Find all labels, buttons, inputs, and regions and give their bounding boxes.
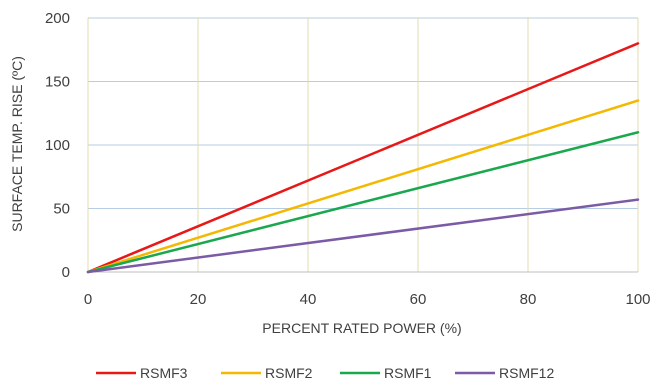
x-tick-label: 100 [625,291,650,308]
series-line-rsmf2 [86,99,640,274]
y-tick-label: 50 [53,201,70,218]
legend: RSMF3 RSMF2 RSMF1 RSMF12 [96,365,554,381]
series-line-rsmf12 [86,198,640,274]
series-lines [86,42,640,274]
series-line-rsmf1 [86,131,640,274]
y-tick-label: 100 [45,137,70,154]
series-line-rsmf3 [86,42,640,274]
x-tick-labels: 0 20 40 60 80 100 [84,291,651,308]
y-tick-label: 0 [62,264,70,281]
grid [87,17,639,273]
x-tick-label: 0 [84,291,92,308]
x-axis-title: PERCENT RATED POWER (%) [262,320,461,336]
y-tick-label: 200 [45,10,70,27]
legend-label: RSMF12 [499,365,554,381]
x-tick-label: 40 [300,291,317,308]
legend-label: RSMF3 [140,365,188,381]
legend-label: RSMF1 [384,365,432,381]
legend-label: RSMF2 [265,365,313,381]
x-tick-label: 20 [190,291,207,308]
y-tick-labels: 0 50 100 150 200 [45,10,70,281]
x-tick-label: 60 [410,291,427,308]
y-axis-title: SURFACE TEMP. RISE (ºC) [9,56,25,232]
y-tick-label: 150 [45,74,70,91]
x-tick-label: 80 [520,291,537,308]
